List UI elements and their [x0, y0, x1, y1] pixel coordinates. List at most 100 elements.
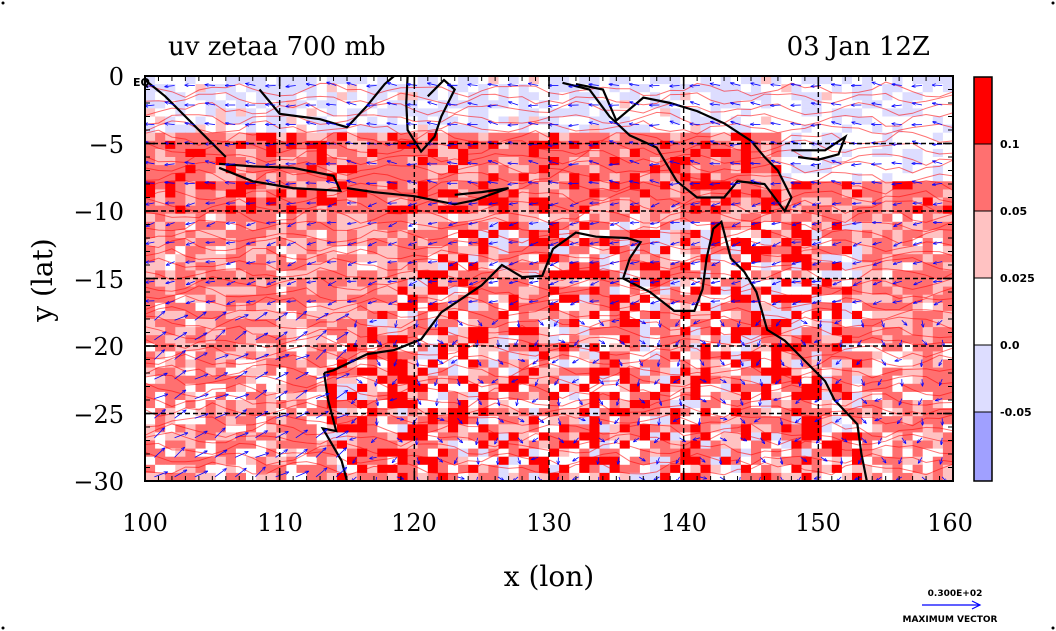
wind-vector — [515, 339, 519, 346]
field-cell — [589, 335, 600, 344]
field-cell — [650, 416, 661, 425]
wind-vector — [676, 339, 680, 346]
field-cell — [175, 424, 186, 433]
field-cell — [498, 157, 509, 166]
wind-vector — [811, 164, 822, 165]
field-cell — [276, 173, 287, 182]
field-cell — [286, 319, 297, 328]
field-cell — [478, 189, 489, 198]
field-cell — [821, 221, 833, 231]
field-cell — [508, 432, 520, 441]
field-cell — [195, 205, 206, 215]
field-cell — [326, 221, 338, 231]
field-cell — [195, 351, 206, 360]
field-cell — [922, 448, 934, 458]
field-cell — [761, 165, 772, 174]
field-cell — [902, 472, 913, 481]
field-cell — [650, 157, 661, 166]
field-cell — [498, 375, 509, 385]
field-cell — [609, 76, 621, 85]
field-cell — [478, 432, 489, 441]
field-cell — [195, 221, 206, 231]
field-cell — [751, 400, 762, 409]
field-cell — [468, 270, 479, 279]
field-cell — [458, 140, 469, 150]
field-cell — [569, 205, 580, 215]
wind-vector — [630, 102, 640, 106]
field-cell — [256, 472, 267, 481]
field-cell — [357, 148, 368, 158]
map-date: 03 Jan 12Z — [787, 32, 930, 62]
field-cell — [165, 100, 176, 109]
field-cell — [912, 327, 924, 336]
field-cell — [185, 375, 196, 385]
field-cell — [650, 278, 661, 287]
field-cell — [942, 408, 953, 417]
field-cell — [710, 391, 722, 401]
field-cell — [437, 472, 449, 481]
field-cell — [448, 424, 459, 433]
field-cell — [801, 100, 812, 109]
field-cell — [478, 76, 489, 85]
field-cell — [680, 375, 691, 385]
wind-vector — [389, 300, 397, 305]
field-cell — [175, 140, 186, 150]
field-cell — [256, 440, 267, 449]
field-cell — [751, 472, 762, 481]
field-cell — [225, 140, 237, 150]
field-cell — [407, 270, 419, 279]
field-cell — [599, 327, 610, 336]
field-cell — [852, 213, 863, 223]
field-cell — [599, 400, 610, 409]
field-cell — [498, 464, 509, 474]
field-cell — [225, 205, 237, 215]
field-cell — [377, 124, 388, 134]
wind-vector — [630, 223, 640, 224]
field-cell — [518, 424, 530, 433]
field-cell — [912, 351, 924, 360]
wind-vector — [590, 301, 599, 302]
field-cell — [932, 108, 944, 117]
field-cell — [508, 181, 520, 190]
field-cell — [498, 424, 509, 433]
field-cell — [478, 343, 489, 352]
wind-vector — [913, 261, 923, 264]
field-cell — [417, 310, 429, 320]
field-cell — [730, 157, 742, 166]
field-cell — [528, 302, 540, 312]
field-cell — [508, 391, 520, 401]
field-cell — [690, 367, 701, 377]
field-cell — [336, 116, 348, 125]
field-cell — [720, 456, 732, 466]
field-cell — [377, 367, 388, 377]
field-cell — [478, 310, 489, 320]
field-cell — [427, 148, 439, 158]
wind-vector — [409, 280, 418, 285]
field-cell — [559, 302, 570, 312]
field-cell — [912, 286, 924, 296]
wind-vector — [436, 457, 442, 462]
field-cell — [195, 319, 206, 328]
wind-vector — [267, 300, 276, 305]
field-cell — [448, 124, 459, 134]
field-cell — [145, 181, 156, 190]
field-cell — [559, 464, 570, 474]
field-cell — [862, 213, 873, 223]
field-cell — [862, 472, 873, 481]
field-cell — [801, 148, 812, 158]
field-cell — [862, 148, 873, 158]
wind-vector — [416, 378, 420, 385]
field-cell — [417, 270, 429, 279]
field-cell — [720, 432, 732, 441]
field-cell — [256, 165, 267, 174]
field-cell — [761, 472, 772, 481]
field-cell — [912, 116, 924, 125]
wind-vector — [396, 437, 403, 442]
field-cell — [205, 472, 217, 481]
field-cell — [377, 213, 388, 223]
field-cell — [528, 294, 540, 304]
coastline — [323, 219, 868, 481]
field-cell — [710, 92, 722, 101]
field-cell — [862, 448, 873, 458]
field-cell — [720, 116, 732, 125]
